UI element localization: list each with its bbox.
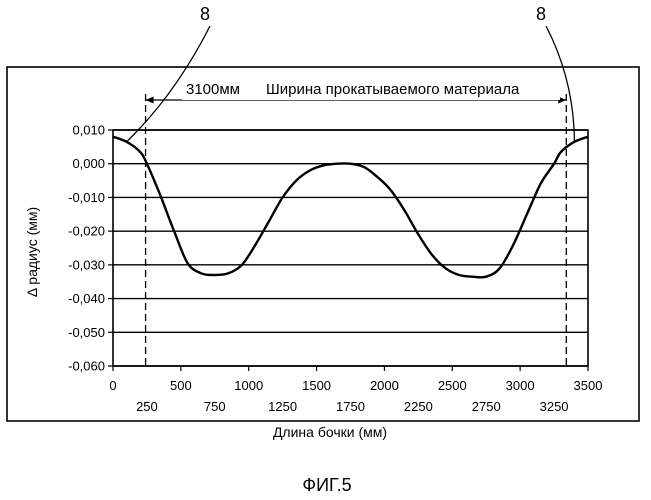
callout-label: 8 xyxy=(536,4,546,24)
x-tick-label: 2250 xyxy=(404,399,433,414)
y-tick-label: -0,010 xyxy=(68,190,105,205)
x-tick-label: 3000 xyxy=(506,378,535,393)
x-tick-label: 3250 xyxy=(540,399,569,414)
y-tick-label: 0,000 xyxy=(72,156,105,171)
x-tick-label: 750 xyxy=(204,399,226,414)
y-tick-label: -0,060 xyxy=(68,359,105,374)
x-tick-label: 250 xyxy=(136,399,158,414)
curve-group xyxy=(113,137,588,278)
x-tick-label: 0 xyxy=(109,378,116,393)
x-tick-label: 1000 xyxy=(234,378,263,393)
x-tick-label: 500 xyxy=(170,378,192,393)
marker-group: 3100мм Ширина прокатываемого материала xyxy=(146,78,567,366)
callout-label: 8 xyxy=(200,4,210,24)
dimension-arrow-left xyxy=(146,97,154,104)
y-tick-labels: 0,010 0,000 -0,010 -0,020 -0,030 -0,040 -0,050… xyxy=(68,123,105,374)
data-curve xyxy=(113,137,588,278)
width-label: 3100мм Ширина прокатываемого материала xyxy=(182,78,560,100)
x-tick-label: 1500 xyxy=(302,378,331,393)
plot-area-border xyxy=(113,130,588,366)
x-axis-label: Длина бочки (мм) xyxy=(273,424,387,440)
y-tick-label: -0,040 xyxy=(68,291,105,306)
width-text-label: Ширина прокатываемого материала xyxy=(266,81,520,98)
y-tick-label: -0,020 xyxy=(68,224,105,239)
x-tick-label: 2500 xyxy=(438,378,467,393)
y-tick-label: -0,030 xyxy=(68,257,105,272)
y-tick-label: -0,050 xyxy=(68,325,105,340)
y-tick-label: 0,010 xyxy=(72,123,105,138)
y-axis-label: Δ радиус (мм) xyxy=(24,207,40,297)
x-tick-label: 3500 xyxy=(574,378,603,393)
x-tick-label: 1250 xyxy=(268,399,297,414)
x-tick-label: 2000 xyxy=(370,378,399,393)
callout-group: 88 xyxy=(127,4,575,142)
width-value-label: 3100мм xyxy=(186,81,240,98)
x-tick-label: 1750 xyxy=(336,399,365,414)
x-tick-labels: 0 500 1000 1500 2000 2500 3000 3500 250 750 1250 17… xyxy=(109,366,602,414)
figure-caption: ФИГ.5 xyxy=(302,475,351,495)
x-tick-label: 2750 xyxy=(472,399,501,414)
